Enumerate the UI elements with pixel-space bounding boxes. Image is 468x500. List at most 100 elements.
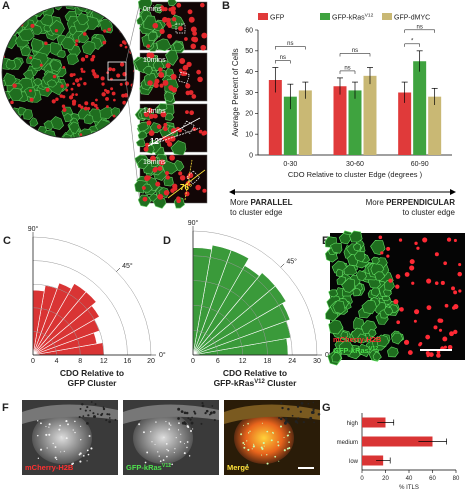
cell (96, 6, 110, 9)
nucleus (65, 420, 68, 423)
inset-image (134, 153, 208, 209)
nucleus (247, 448, 250, 451)
nucleus (119, 43, 123, 47)
nucleus (180, 70, 186, 76)
r-tick-label: 4 (55, 358, 59, 365)
tracked-cell-box (181, 120, 195, 134)
nucleus (65, 83, 70, 87)
nucleus (158, 455, 160, 457)
y-tick-label: 0 (249, 152, 253, 159)
nucleus (60, 84, 64, 88)
nucleus (457, 271, 462, 277)
nucleus (180, 410, 184, 414)
nucleus (102, 406, 105, 409)
channel-label-part: V12 (162, 463, 171, 469)
y-tick-label: 20 (245, 111, 253, 118)
nucleus (89, 409, 91, 412)
nucleus (439, 318, 444, 323)
nucleus (179, 175, 186, 181)
cell (338, 233, 352, 245)
inset-image (136, 0, 208, 56)
significance-bracket (275, 60, 291, 64)
embryo-image (2, 0, 134, 138)
panel-letter: G (322, 402, 331, 414)
angle-tick (116, 267, 121, 272)
nucleus (186, 446, 188, 449)
nucleus (198, 129, 203, 134)
nucleus (294, 420, 298, 423)
chart-title-part: Cluster (265, 378, 297, 388)
nucleus (168, 423, 171, 425)
r-tick-label: 6 (216, 358, 220, 365)
nucleus (184, 37, 188, 41)
cell (96, 6, 107, 14)
nucleus (75, 93, 78, 96)
chart-title-part: GFP Cluster (68, 378, 118, 388)
nucleus (29, 97, 34, 102)
rose-wedge (192, 272, 276, 356)
nucleus (157, 166, 163, 171)
nucleus (190, 43, 197, 50)
nucleus (79, 77, 83, 81)
nucleus (146, 44, 151, 48)
embryo-photo (123, 400, 219, 475)
zoom-line (125, 1, 141, 63)
cell (64, 0, 72, 4)
nucleus (166, 21, 172, 27)
nucleus (12, 83, 17, 88)
nucleus (120, 6, 124, 7)
nucleus (166, 455, 168, 458)
cell (332, 300, 346, 314)
cell (368, 328, 377, 337)
nucleus (300, 401, 304, 405)
cell (61, 133, 73, 138)
nucleus (82, 454, 85, 457)
grid-arc (192, 329, 219, 356)
nucleus (138, 423, 141, 426)
nucleus (62, 107, 67, 112)
significance-bracket (404, 43, 420, 47)
nucleus (82, 415, 85, 418)
direction-label-part: PERPENDICULAR (386, 198, 455, 207)
nucleus (166, 448, 168, 451)
angle-tick-label: 45° (122, 262, 133, 270)
nucleus (252, 445, 255, 448)
nucleus (51, 99, 56, 104)
cell (2, 120, 10, 132)
nucleus (129, 97, 133, 102)
nucleus (428, 352, 434, 358)
nucleus (425, 351, 430, 356)
nucleus (287, 407, 290, 411)
nucleus (393, 299, 399, 305)
channel-label-part: GFP-kRas (333, 346, 369, 355)
chart-title: CDO Relative to (60, 368, 124, 378)
nucleus (194, 412, 197, 415)
cell (95, 135, 105, 138)
nucleus (106, 105, 109, 108)
r-tick-label: 0 (191, 358, 195, 365)
r-tick-label: 18 (264, 358, 272, 365)
nucleus (242, 424, 244, 426)
nucleus (62, 65, 66, 69)
channel-label: GFP-kRasV12 (333, 346, 378, 355)
nucleus (176, 2, 182, 8)
cell (343, 264, 358, 276)
nucleus (190, 26, 197, 33)
nucleus (55, 97, 59, 101)
tracked-cell-box (175, 23, 186, 34)
nucleus (189, 418, 192, 421)
nucleus (288, 447, 291, 449)
nucleus (80, 67, 84, 71)
bar (362, 417, 386, 428)
cell (370, 239, 386, 256)
nucleus (261, 422, 263, 424)
nucleus (277, 441, 279, 443)
panel-letter: B (222, 0, 230, 12)
nucleus (404, 272, 410, 277)
significance-label: * (411, 38, 414, 44)
nucleus (425, 334, 431, 340)
nucleus (80, 105, 84, 109)
nucleus (188, 455, 191, 457)
nucleus (108, 413, 111, 416)
cell (5, 59, 17, 70)
